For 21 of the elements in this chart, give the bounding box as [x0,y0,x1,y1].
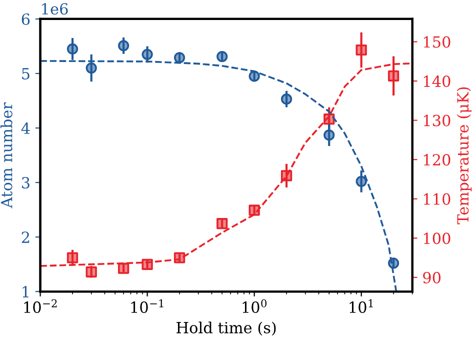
y-tick-label: 3 [22,176,30,189]
y2-tick-label: 130 [424,114,450,126]
y-tick-label: 1 [22,286,28,298]
x-axis-title: Hold time (s) [176,322,276,336]
y2-tick-label: 90 [423,272,441,284]
x-tick-label: 10$^{1}$ [350,299,373,313]
x-tick-label: 10$^{−1}$ [131,299,164,313]
y-tick-label: 6 [22,13,30,25]
y2-tick-label: 140 [424,75,450,88]
x-tick-label: 10$^{0}$ [242,299,267,313]
y-tick-label: 2 [22,231,30,243]
y2-axis-title: Temperature (μK) [456,87,472,224]
y2-tick-label: 150 [424,36,450,48]
y-axis-title: Atom number [0,102,12,208]
y-tick-label: 5 [22,68,30,80]
x-tick-label: 10$^{−2}$ [24,299,57,313]
y-tick-label: 4 [21,122,30,134]
y2-tick-label: 100 [424,232,450,244]
text: 1e6 [42,3,68,15]
y2-tick-label: 120 [424,154,450,166]
y2-tick-label: 110 [424,193,450,205]
